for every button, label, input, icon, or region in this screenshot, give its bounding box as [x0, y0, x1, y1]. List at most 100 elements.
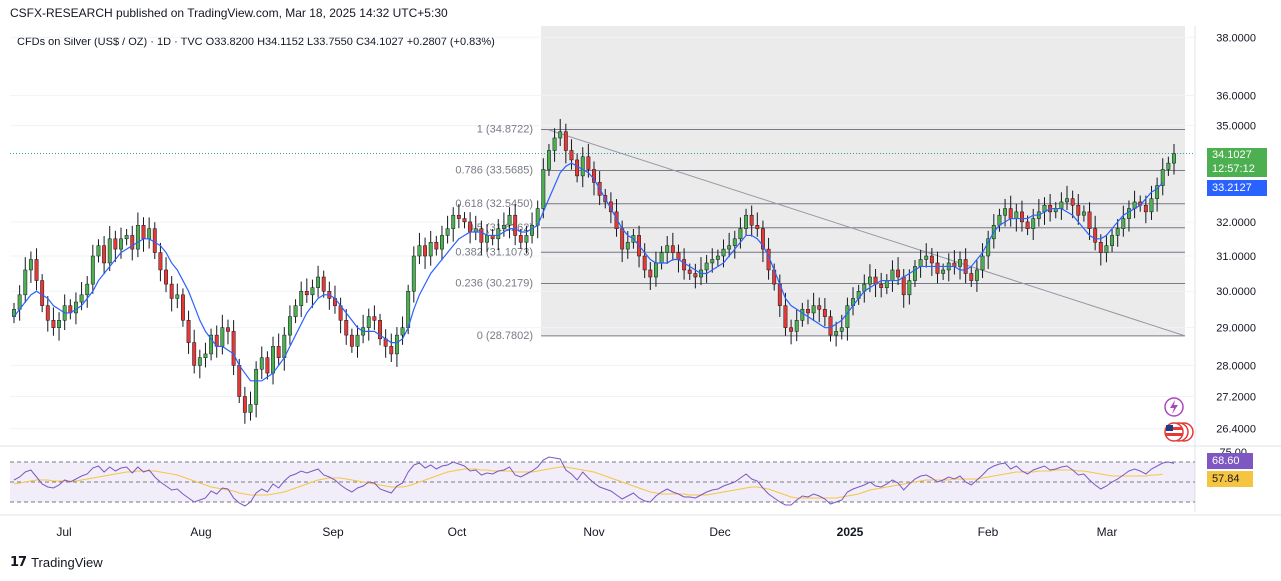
- candle-body: [237, 365, 242, 397]
- candle-body: [929, 255, 934, 264]
- candle-body: [180, 294, 185, 321]
- publisher-header: CSFX-RESEARCH published on TradingView.c…: [10, 6, 448, 20]
- candle-body: [811, 305, 816, 314]
- candle-body: [451, 214, 456, 229]
- candle-body: [231, 331, 236, 366]
- candle-body: [102, 245, 107, 264]
- candle-body: [378, 320, 382, 340]
- candle-body: [755, 225, 760, 229]
- candle-body: [1059, 201, 1064, 209]
- candle-body: [34, 259, 39, 281]
- candle-body: [1121, 218, 1126, 229]
- candle-body: [620, 228, 625, 250]
- flag-stripe: [1166, 427, 1182, 430]
- candle-body: [884, 280, 889, 288]
- candle-body: [468, 221, 473, 233]
- candle-body: [45, 305, 50, 321]
- ma-value-badge: 33.2127: [1207, 180, 1267, 196]
- trendline[interactable]: [10, 129, 1195, 337]
- symbol-name[interactable]: CFDs on Silver (US$ / OZ) · 1D · TVC: [17, 36, 203, 48]
- fib-level-label: 0.786 (33.5685): [455, 164, 533, 176]
- candle-body: [372, 316, 377, 321]
- candle-body: [654, 262, 658, 278]
- price-tick-label: 38.0000: [1216, 32, 1256, 44]
- candle-body: [90, 255, 95, 285]
- candle-body: [800, 309, 805, 321]
- candle-body: [1166, 162, 1171, 170]
- candle-body: [676, 252, 681, 260]
- candle-body: [901, 276, 906, 296]
- candle-body: [1087, 211, 1092, 229]
- candle-body: [147, 228, 152, 240]
- rsi-polyline: [13, 456, 1175, 507]
- candle-body: [349, 334, 354, 347]
- time-tick-label: Oct: [448, 525, 467, 539]
- candle-body: [57, 320, 61, 328]
- time-tick-label: Feb: [978, 525, 999, 539]
- rsi-pane: 75.00: [0, 445, 1281, 507]
- candle-body: [558, 131, 563, 139]
- price-tick-label: 35.0000: [1216, 121, 1256, 133]
- flash-icon: [1164, 397, 1184, 417]
- chart-icons: [1164, 397, 1194, 442]
- candle-body: [248, 404, 253, 413]
- candle-body: [749, 214, 754, 226]
- time-tick-label: Nov: [583, 525, 604, 539]
- candle-body: [321, 276, 326, 292]
- candle-body: [456, 214, 461, 219]
- bar-countdown: 12:57:12: [1212, 163, 1255, 175]
- candle-body: [1143, 204, 1148, 213]
- candle-body: [530, 225, 534, 236]
- time-tick-label: Jul: [56, 525, 71, 539]
- fib-level-label: 1 (34.8722): [477, 124, 533, 136]
- candle-body: [141, 225, 146, 240]
- candle-body: [1003, 208, 1008, 216]
- candle-body: [51, 320, 56, 328]
- candle-body: [986, 238, 991, 257]
- candle-body: [186, 320, 191, 343]
- candle-body: [789, 327, 794, 332]
- candle-body: [85, 283, 90, 296]
- fibonacci-retracement[interactable]: 1 (34.8722) 0.786 (33.5685) 0.618 (32.5450…: [455, 124, 1185, 342]
- open-value: O33.8200: [205, 36, 254, 48]
- candle-body: [310, 287, 315, 296]
- candle-body: [1020, 211, 1024, 223]
- candle-body: [107, 238, 112, 264]
- close-value: C34.1027: [355, 36, 404, 48]
- price-axis[interactable]: 38.0000 36.0000 35.0000 32.0000 31.0000 30.00…: [1216, 32, 1256, 435]
- candle-body: [1110, 235, 1114, 246]
- flash-icon-bolt: [1170, 400, 1178, 414]
- candle-body: [96, 245, 101, 257]
- candle-body: [226, 327, 230, 332]
- candle-body: [941, 269, 946, 274]
- price-tick-label: 36.0000: [1216, 90, 1256, 102]
- candle-body: [366, 316, 371, 328]
- candle-body: [197, 357, 202, 366]
- low-value: L33.7550: [307, 36, 353, 48]
- candle-body: [817, 305, 822, 310]
- candle-body: [355, 334, 360, 347]
- candle-body: [259, 357, 264, 370]
- candle-body: [276, 346, 281, 358]
- price-tick-label: 32.0000: [1216, 217, 1256, 229]
- candle-body: [507, 214, 512, 226]
- candle-body: [445, 228, 450, 236]
- price-tick-label: 30.0000: [1216, 286, 1256, 298]
- candle-body: [997, 214, 1002, 226]
- candle-body: [924, 255, 929, 260]
- candle-body: [287, 316, 292, 336]
- candle-body: [738, 228, 743, 240]
- rsi-ma-value-badge: 57.84: [1207, 471, 1253, 487]
- time-tick-label: Dec: [709, 525, 730, 539]
- candle-body: [479, 228, 484, 243]
- time-axis[interactable]: Jul Aug Sep Oct Nov Dec 2025 Feb Mar: [0, 514, 1281, 539]
- candle-body: [23, 269, 28, 296]
- candle-body: [828, 316, 833, 336]
- candle-body: [980, 255, 985, 271]
- rsi-value-badge: 68.60: [1207, 453, 1253, 469]
- tradingview-brand[interactable]: 17 TradingView: [10, 555, 103, 570]
- candle-body: [913, 266, 917, 281]
- candle-body: [265, 357, 270, 374]
- candle-body: [1008, 208, 1013, 219]
